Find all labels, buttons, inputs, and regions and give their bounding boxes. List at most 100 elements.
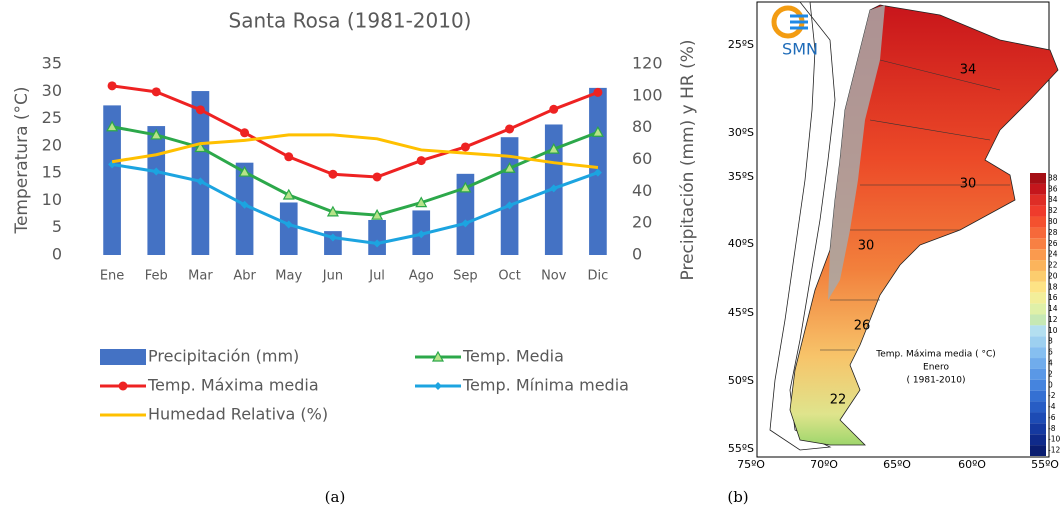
colorbar-cell [1030, 379, 1046, 391]
marker [434, 382, 442, 390]
colorbar-label: 0 [1048, 380, 1053, 389]
lat-label: 30ºS [728, 126, 754, 139]
logo-text: SMN [782, 40, 818, 59]
legend-label: Temp. Media [462, 347, 564, 366]
marker [152, 167, 161, 176]
colorbar-label: 32 [1048, 206, 1058, 215]
logo-waves [790, 14, 808, 30]
contour-label: 26 [854, 319, 871, 334]
colorbar-label: -8 [1048, 424, 1056, 433]
y2-tick-label: 80 [632, 117, 652, 136]
colorbar-cell [1030, 390, 1046, 402]
lon-label: 75ºO [737, 458, 765, 471]
y-tick-label: 15 [42, 163, 62, 182]
lat-label: 50ºS [728, 374, 754, 387]
colorbar-cell [1030, 216, 1046, 228]
map: SMN 25ºS 30ºS 35ºS 40ºS 45ºS 50ºS 55ºS 75ºO 70ºO… [728, 1, 1060, 471]
marker [373, 239, 382, 248]
colorbar-label: 20 [1048, 271, 1058, 280]
marker [194, 141, 207, 153]
province-borders [820, 59, 1010, 351]
marker [282, 188, 295, 200]
map-legend-text: Enero [923, 363, 949, 373]
x-tick-label: Abr [233, 269, 256, 284]
marker [593, 168, 602, 177]
colorbar-cell [1030, 281, 1046, 293]
x-tick-label: Ago [409, 269, 434, 284]
marker [107, 81, 117, 91]
colorbar-label: -6 [1048, 413, 1056, 422]
marker [328, 233, 337, 242]
marker [547, 142, 560, 154]
contour-label: 30 [960, 177, 977, 192]
colorbar-cell [1030, 358, 1046, 369]
lon-label: 70ºO [810, 458, 838, 471]
marker [238, 165, 251, 177]
bar [368, 219, 386, 255]
colorbar-label: 28 [1048, 228, 1058, 237]
x-tick-label: Mar [188, 269, 213, 284]
marker [371, 208, 384, 220]
lat-label: 40ºS [728, 237, 754, 250]
marker [591, 125, 604, 137]
line [111, 133, 599, 169]
bar [279, 202, 298, 255]
colorbar-label: -4 [1048, 402, 1056, 411]
y-axis-label: Temperatura (°C) [12, 86, 32, 234]
lat-label: 55ºS [728, 442, 754, 455]
colorbar-cell [1030, 412, 1046, 424]
marker [416, 156, 426, 166]
chile [769, 1, 836, 451]
contour-label: 34 [960, 63, 977, 78]
colorbar-cell [1030, 249, 1046, 261]
marker [415, 196, 428, 208]
marker [459, 181, 472, 193]
colorbar-cell [1030, 434, 1046, 446]
marker [503, 161, 516, 173]
marker [326, 205, 339, 217]
andes [828, 5, 885, 300]
marker [417, 230, 426, 239]
colorbar-cell [1030, 205, 1046, 217]
marker [195, 105, 205, 115]
y-tick-label: 25 [42, 108, 62, 127]
colorbar-label: 10 [1048, 326, 1058, 335]
marker [196, 177, 205, 186]
bar [456, 173, 475, 255]
colorbar-label: 12 [1048, 315, 1058, 324]
lat-label: 25ºS [728, 38, 754, 51]
y-tick-label: 10 [42, 190, 62, 209]
bar [191, 91, 210, 255]
colorbar-cell [1030, 347, 1046, 359]
y2-axis-label: Precipitación (mm) y HR (%) [678, 39, 698, 280]
line [111, 162, 599, 246]
x-tick-label: Ene [100, 269, 124, 284]
lat-label: 45ºS [728, 306, 754, 319]
colorbar-cell [1030, 303, 1046, 315]
contour-label: 22 [830, 393, 847, 408]
marker [284, 220, 293, 229]
colorbar-cell [1030, 368, 1046, 380]
colorbar-label: -12 [1048, 446, 1060, 455]
marker [284, 152, 294, 162]
y-tick-label: 35 [42, 54, 62, 73]
y2-tick-label: 40 [632, 181, 652, 200]
colorbar-cell [1030, 183, 1046, 195]
line [111, 125, 599, 217]
colorbar-cell [1030, 423, 1046, 435]
x-tick-label: Jul [368, 269, 385, 284]
colorbar-cell [1030, 314, 1046, 326]
map-legend-text: ( 1981-2010) [907, 376, 966, 386]
lat-label: 35ºS [728, 170, 754, 183]
colorbar-cell [1030, 194, 1046, 206]
marker [505, 124, 515, 134]
lon-label: 55ºO [1031, 458, 1059, 471]
y2-tick-label: 20 [632, 213, 652, 232]
lon-label: 60ºO [958, 458, 986, 471]
chart-title: Santa Rosa (1981-2010) [229, 9, 472, 33]
marker [118, 381, 128, 391]
legend-label: Precipitación (mm) [148, 347, 299, 366]
y2-tick-label: 100 [632, 85, 663, 104]
x-tick-label: Jun [322, 269, 343, 284]
